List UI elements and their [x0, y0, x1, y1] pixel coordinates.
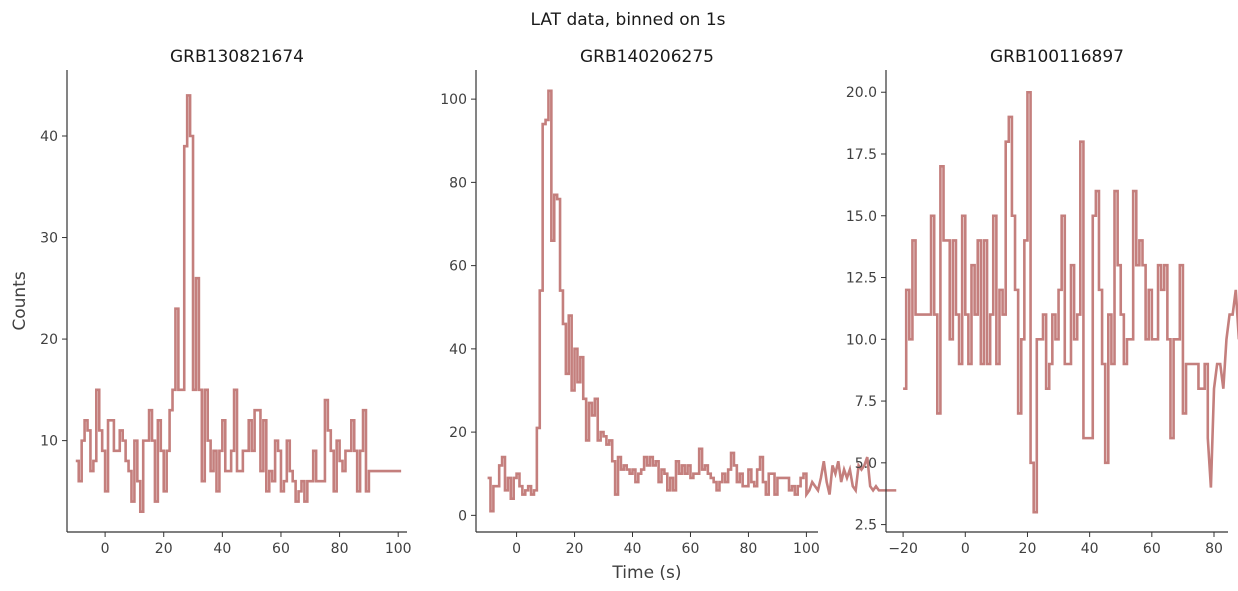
y-tick-label: 7.5 — [855, 394, 877, 410]
y-tick-label: 20 — [449, 425, 467, 441]
x-tick-label: 40 — [624, 541, 642, 557]
y-tick-label: 10.0 — [846, 332, 877, 348]
x-tick-label: 80 — [1205, 541, 1223, 557]
y-tick-label: 40 — [40, 129, 58, 145]
panel-grb100116897: GRB100116897 −20 0 20 40 60 80 2.5 5.0 7.5 10.0 12.… — [846, 47, 1238, 557]
y-tick-label: 20 — [40, 332, 58, 348]
x-tick-label: 0 — [512, 541, 521, 557]
y-tick-label: 15.0 — [846, 209, 877, 225]
y-tick-label: 5.0 — [855, 456, 877, 472]
x-tick-label: 80 — [331, 541, 349, 557]
y-tick-label: 2.5 — [855, 518, 877, 534]
y-tick-label: 20.0 — [846, 85, 877, 101]
x-tick-label: 40 — [213, 541, 231, 557]
y-tick-label: 12.5 — [846, 271, 877, 287]
panel-grb130821674: GRB130821674 0 20 40 60 80 100 10 20 30 40 Counts — [10, 47, 412, 557]
y-tick-label: 30 — [40, 231, 58, 247]
x-tick-label: 100 — [385, 541, 412, 557]
series-line — [75, 94, 402, 513]
series-line — [487, 89, 897, 513]
figure-suptitle: LAT data, binned on 1s — [530, 10, 725, 30]
x-tick-label: 40 — [1081, 541, 1099, 557]
x-tick-label: 60 — [1143, 541, 1161, 557]
y-axis-label: Counts — [10, 271, 30, 330]
panel-title: GRB130821674 — [170, 47, 304, 67]
panel-title: GRB100116897 — [990, 47, 1124, 67]
x-tick-label: 60 — [272, 541, 290, 557]
x-tick-label: 80 — [740, 541, 758, 557]
x-tick-label: 0 — [961, 541, 970, 557]
y-tick-label: 60 — [449, 259, 467, 275]
y-tick-label: 80 — [449, 175, 467, 191]
x-tick-label: 20 — [566, 541, 584, 557]
x-tick-label: 100 — [793, 541, 820, 557]
x-tick-label: 20 — [155, 541, 173, 557]
x-axis-label: Time (s) — [611, 563, 681, 583]
x-tick-label: 0 — [101, 541, 110, 557]
y-tick-label: 10 — [40, 434, 58, 450]
y-tick-label: 0 — [458, 508, 467, 524]
x-tick-label: 60 — [682, 541, 700, 557]
x-tick-label: 20 — [1019, 541, 1037, 557]
x-tick-label: −20 — [888, 541, 918, 557]
series-line — [903, 90, 1238, 514]
y-tick-label: 100 — [440, 92, 467, 108]
y-tick-label: 40 — [449, 342, 467, 358]
panel-title: GRB140206275 — [580, 47, 714, 67]
y-tick-label: 17.5 — [846, 147, 877, 163]
panel-grb140206275: GRB140206275 0 20 40 60 80 100 0 20 40 60 80 100 Time… — [440, 47, 897, 583]
